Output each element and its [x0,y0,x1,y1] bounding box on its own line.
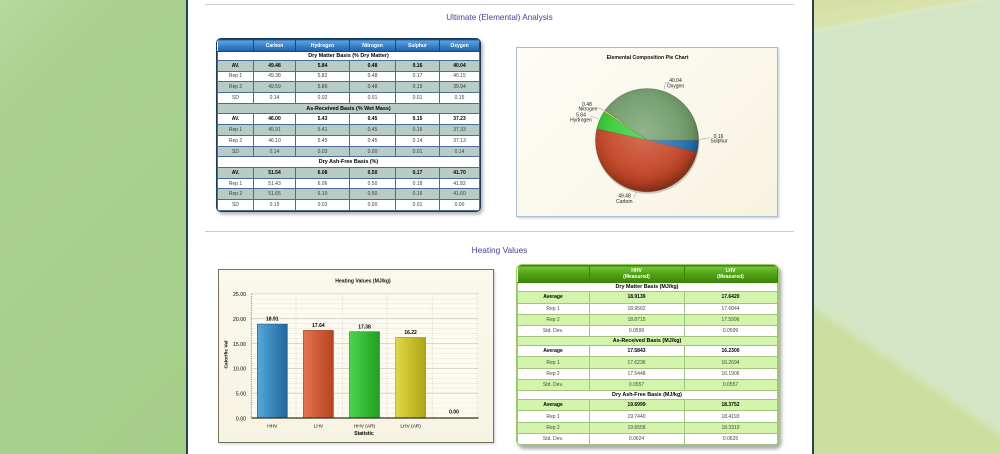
svg-text:HHV: HHV [267,424,278,430]
svg-text:5.84: 5.84 [576,113,586,119]
svg-text:Sulphur: Sulphur [710,138,728,144]
svg-text:20.00: 20.00 [233,317,246,323]
svg-text:0.16: 0.16 [713,134,723,140]
svg-text:16.22: 16.22 [404,330,417,336]
svg-text:0.00: 0.00 [449,410,459,416]
svg-text:0.00: 0.00 [235,416,245,422]
svg-text:Hydrogen: Hydrogen [570,117,592,123]
svg-text:5.00: 5.00 [235,392,245,398]
svg-text:10.00: 10.00 [233,367,246,373]
svg-text:18.91: 18.91 [266,317,279,323]
svg-text:LHV (AR): LHV (AR) [400,424,421,430]
svg-text:Heating Values (MJ/kg): Heating Values (MJ/kg) [335,279,391,285]
svg-text:Statistic: Statistic [354,431,374,437]
svg-text:15.00: 15.00 [233,342,246,348]
svg-text:25.00: 25.00 [233,292,246,298]
svg-text:17.38: 17.38 [358,324,371,330]
svg-text:49.48: 49.48 [618,194,631,200]
svg-text:Elemental Composition Pie Char: Elemental Composition Pie Chart [606,55,688,61]
svg-text:Carbon: Carbon [616,199,633,205]
svg-text:Nitrogen: Nitrogen [578,107,597,113]
svg-text:40.04: 40.04 [669,78,682,84]
svg-text:HHV (AR): HHV (AR) [353,424,375,430]
svg-text:LHV: LHV [313,424,323,430]
svg-text:Oxygen: Oxygen [666,83,683,89]
svg-text:Calorific Val: Calorific Val [223,340,229,369]
svg-text:17.64: 17.64 [312,323,325,329]
svg-text:0.48: 0.48 [582,102,592,108]
